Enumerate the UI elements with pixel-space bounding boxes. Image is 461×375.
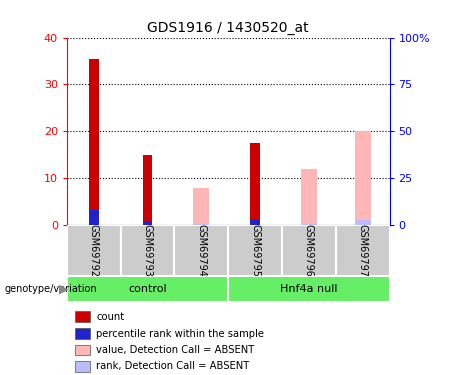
Bar [355, 131, 371, 225]
Bar [228, 225, 282, 276]
Text: control: control [128, 284, 167, 294]
Bar [67, 276, 228, 302]
Bar [336, 225, 390, 276]
Bar [121, 225, 174, 276]
Bar [89, 58, 99, 225]
Bar [142, 221, 152, 225]
Text: GSM69793: GSM69793 [142, 224, 153, 277]
Title: GDS1916 / 1430520_at: GDS1916 / 1430520_at [148, 21, 309, 35]
Bar [250, 143, 260, 225]
Text: GSM69794: GSM69794 [196, 224, 207, 277]
Text: percentile rank within the sample: percentile rank within the sample [96, 328, 264, 339]
Bar [355, 220, 371, 225]
Bar [228, 276, 390, 302]
Text: GSM69797: GSM69797 [358, 224, 368, 277]
Bar [75, 361, 89, 372]
Bar [75, 345, 89, 355]
Bar [75, 311, 89, 322]
Bar [89, 210, 99, 225]
Text: count: count [96, 312, 124, 322]
Bar [142, 154, 152, 225]
Text: Hnf4a null: Hnf4a null [280, 284, 337, 294]
Text: value, Detection Call = ABSENT: value, Detection Call = ABSENT [96, 345, 254, 355]
Bar [75, 328, 89, 339]
Bar [67, 225, 121, 276]
Bar [301, 224, 317, 225]
Text: rank, Detection Call = ABSENT: rank, Detection Call = ABSENT [96, 362, 249, 372]
Text: GSM69796: GSM69796 [304, 224, 314, 277]
Text: genotype/variation: genotype/variation [5, 284, 97, 294]
Bar [193, 188, 209, 225]
Bar [282, 225, 336, 276]
Bar [193, 224, 209, 225]
Bar [250, 220, 260, 225]
Bar [174, 225, 228, 276]
Text: GSM69792: GSM69792 [89, 224, 99, 277]
Text: ▶: ▶ [59, 282, 68, 295]
Text: GSM69795: GSM69795 [250, 224, 260, 277]
Bar [301, 169, 317, 225]
